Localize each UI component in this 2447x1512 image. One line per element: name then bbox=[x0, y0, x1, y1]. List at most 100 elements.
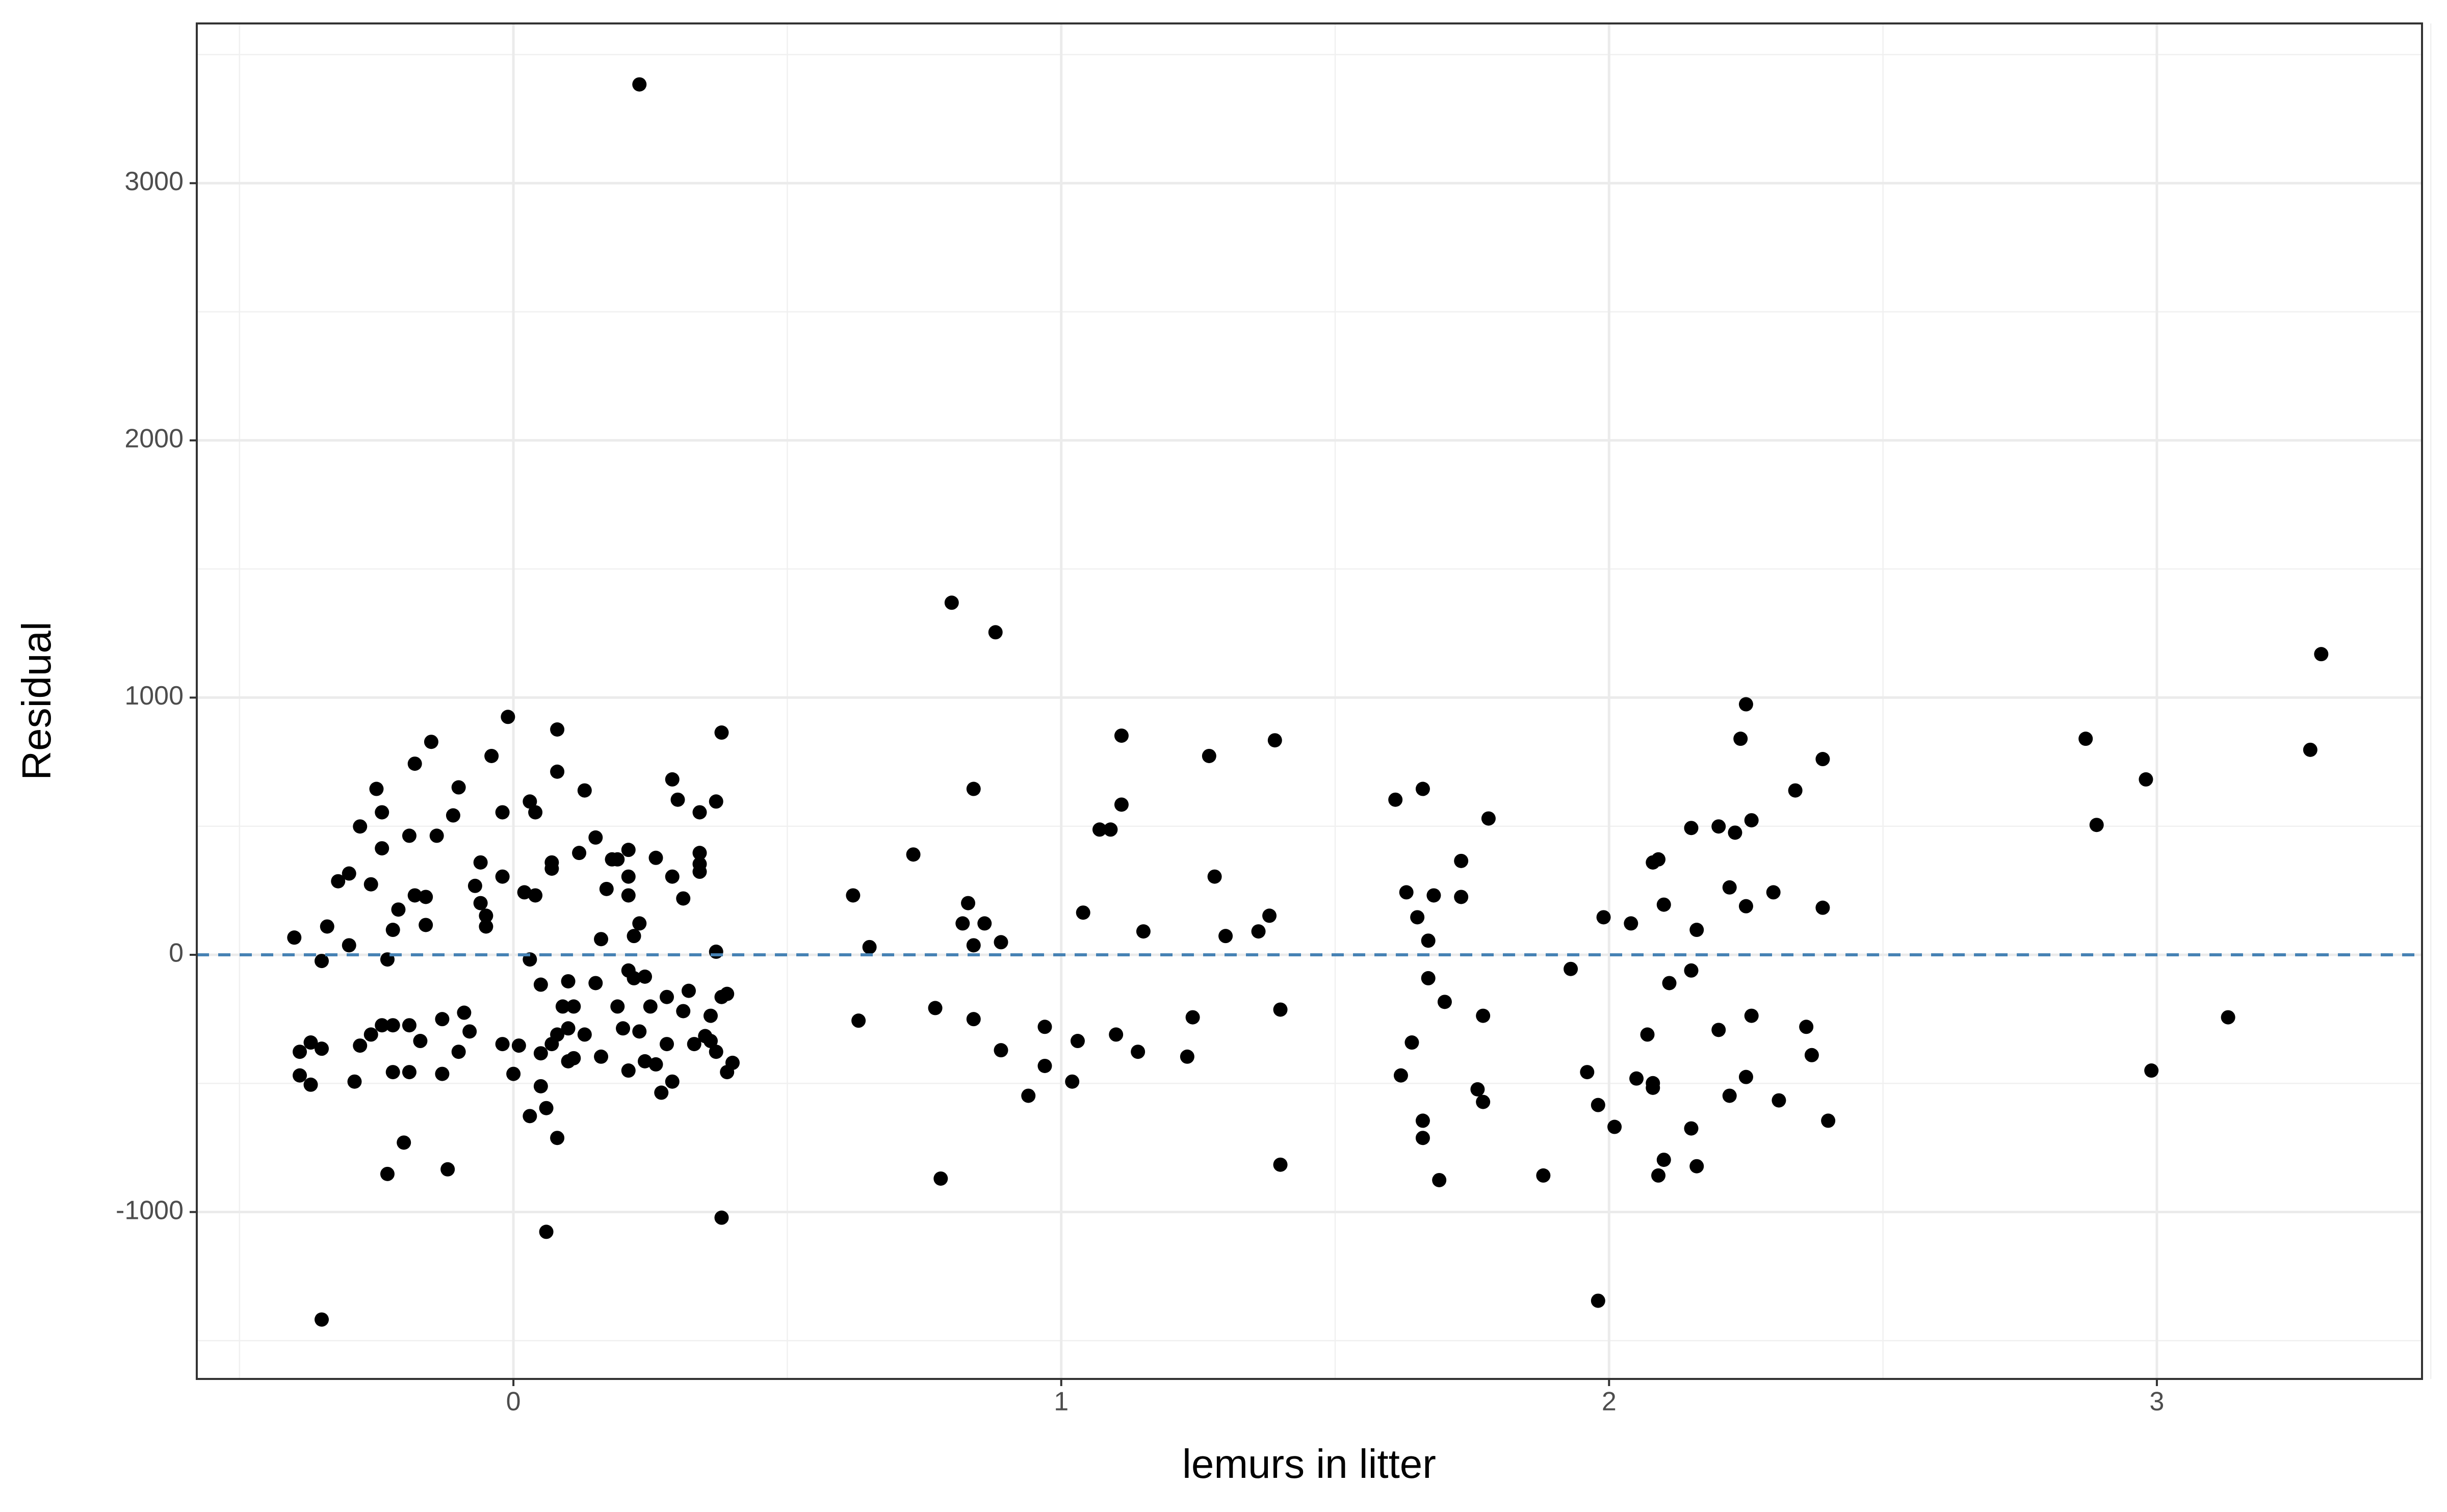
y-axis-title: Residual bbox=[14, 621, 59, 780]
point bbox=[638, 1054, 653, 1068]
point bbox=[1476, 1094, 1491, 1109]
point bbox=[1410, 910, 1425, 925]
point bbox=[1065, 1074, 1080, 1089]
point bbox=[1738, 697, 1753, 712]
point bbox=[638, 969, 653, 984]
point bbox=[539, 1101, 554, 1115]
point bbox=[467, 878, 482, 893]
point bbox=[375, 841, 389, 856]
point bbox=[1070, 1034, 1085, 1049]
point bbox=[1421, 971, 1436, 985]
point bbox=[714, 725, 729, 740]
point bbox=[451, 1045, 466, 1059]
point bbox=[561, 1021, 576, 1036]
y-tick-label: 2000 bbox=[124, 424, 184, 454]
point bbox=[1804, 1048, 1819, 1062]
point bbox=[1607, 1119, 1622, 1134]
point bbox=[363, 1027, 378, 1042]
point bbox=[1267, 733, 1282, 748]
point bbox=[1273, 1002, 1288, 1017]
point bbox=[1788, 783, 1803, 798]
point bbox=[550, 1131, 565, 1145]
point bbox=[462, 1024, 477, 1039]
point bbox=[523, 1109, 537, 1124]
point bbox=[1651, 852, 1666, 867]
point bbox=[363, 877, 378, 892]
point bbox=[419, 890, 433, 904]
point bbox=[720, 986, 735, 1001]
point bbox=[544, 855, 559, 870]
point bbox=[1815, 752, 1830, 767]
point bbox=[419, 918, 433, 932]
point bbox=[533, 1079, 548, 1093]
point bbox=[1092, 822, 1107, 837]
point bbox=[375, 1018, 389, 1033]
point bbox=[621, 869, 636, 884]
point bbox=[1684, 963, 1699, 978]
point bbox=[665, 772, 680, 787]
point bbox=[342, 938, 356, 953]
point bbox=[1437, 995, 1452, 1009]
marks bbox=[197, 77, 2422, 1327]
point bbox=[1076, 905, 1090, 920]
point bbox=[402, 1065, 416, 1080]
point bbox=[315, 1312, 329, 1327]
point bbox=[479, 919, 493, 934]
point bbox=[627, 929, 641, 944]
point bbox=[566, 1051, 581, 1065]
point bbox=[407, 888, 422, 903]
point bbox=[484, 748, 499, 763]
point bbox=[1393, 1068, 1408, 1083]
point bbox=[572, 846, 587, 861]
point bbox=[1689, 1159, 1704, 1174]
point bbox=[1738, 1070, 1753, 1084]
point bbox=[906, 847, 921, 862]
point bbox=[331, 874, 346, 889]
point bbox=[1421, 933, 1436, 948]
point bbox=[1399, 885, 1414, 900]
point bbox=[1591, 1098, 1605, 1112]
point bbox=[402, 1018, 416, 1033]
point bbox=[1711, 1023, 1726, 1037]
point bbox=[2221, 1010, 2235, 1025]
point bbox=[1744, 1008, 1759, 1023]
point bbox=[665, 1074, 680, 1089]
point bbox=[692, 865, 707, 879]
point bbox=[654, 1085, 669, 1100]
point bbox=[1733, 732, 1748, 746]
point bbox=[451, 780, 466, 795]
point bbox=[966, 938, 981, 953]
point bbox=[1772, 1093, 1786, 1108]
point bbox=[621, 1063, 636, 1078]
point bbox=[2078, 732, 2093, 746]
point bbox=[1180, 1049, 1194, 1064]
point bbox=[621, 843, 636, 857]
point bbox=[1711, 819, 1726, 834]
point bbox=[725, 1055, 740, 1070]
point bbox=[2139, 772, 2153, 787]
point bbox=[994, 1043, 1008, 1058]
point bbox=[610, 999, 625, 1014]
point bbox=[1821, 1113, 1836, 1128]
point bbox=[501, 710, 515, 724]
point bbox=[533, 977, 548, 992]
point bbox=[561, 974, 576, 988]
point bbox=[1426, 888, 1441, 903]
point bbox=[375, 805, 389, 820]
point bbox=[1388, 792, 1403, 807]
point bbox=[293, 1068, 307, 1083]
point bbox=[1536, 1168, 1551, 1183]
point bbox=[479, 908, 493, 923]
point bbox=[1738, 899, 1753, 914]
point bbox=[1596, 910, 1611, 925]
point bbox=[1591, 1293, 1605, 1308]
point bbox=[648, 850, 663, 865]
point bbox=[1415, 1113, 1430, 1128]
point bbox=[1454, 890, 1469, 904]
point bbox=[709, 794, 723, 809]
point bbox=[692, 805, 707, 820]
point bbox=[1432, 1172, 1447, 1187]
point bbox=[1021, 1088, 1036, 1103]
grid bbox=[197, 23, 2432, 1379]
point bbox=[555, 999, 570, 1014]
